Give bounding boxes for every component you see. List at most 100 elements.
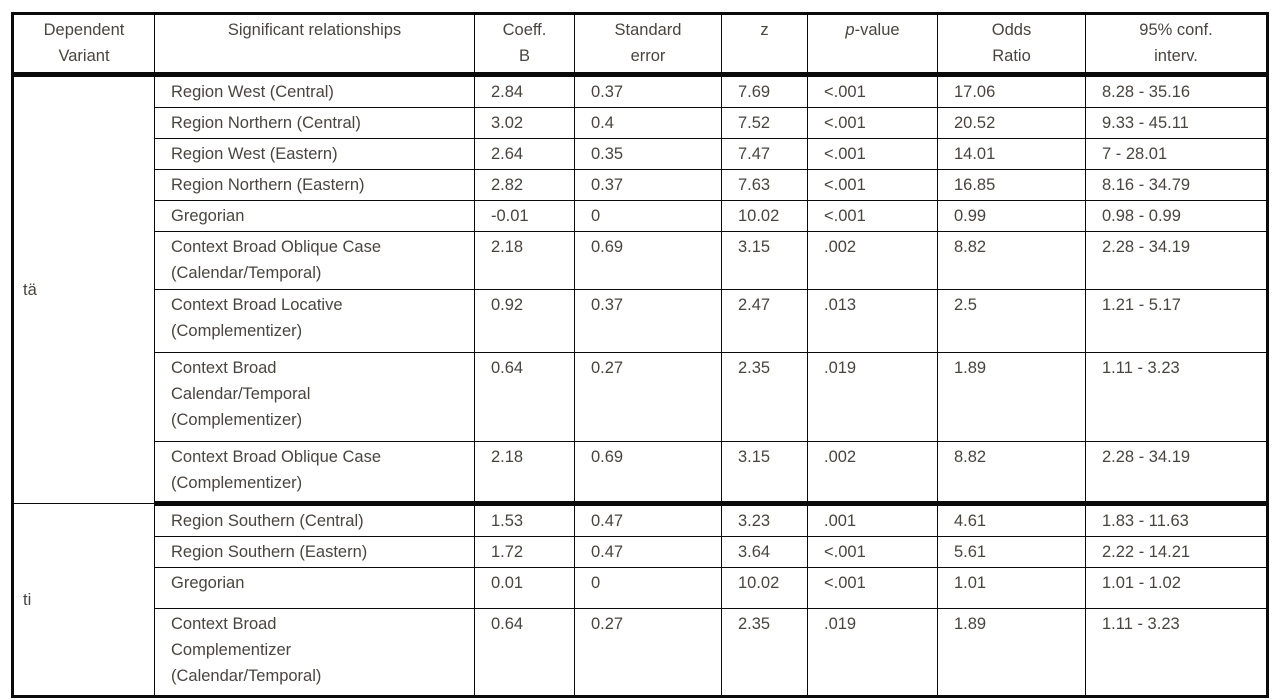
table-row: Region Northern (Eastern) 2.82 0.37 7.63… [13,169,1268,201]
cell-odds-ratio: 2.5 [937,289,1086,353]
cell-odds-ratio: 1.01 [937,567,1086,609]
variant-label-ti: ti [12,503,155,697]
cell-conf-interv: 1.11 - 3.23 [1085,352,1268,442]
cell-z: 3.23 [721,503,808,537]
cell-standard-error: 0 [574,200,722,232]
cell-z: 7.52 [721,107,808,139]
col-header-odds-ratio: Odds Ratio [937,13,1086,77]
cell-conf-interv: 2.22 - 14.21 [1085,536,1268,568]
cell-relationship: Region Southern (Eastern) [154,536,475,568]
cell-coeff-b: 0.01 [474,567,575,609]
cell-conf-interv: 1.01 - 1.02 [1085,567,1268,609]
cell-conf-interv: 8.16 - 34.79 [1085,169,1268,201]
col-header-dependent-variant: Dependent Variant [12,13,155,77]
cell-p-value: <.001 [807,567,938,609]
cell-standard-error: 0.4 [574,107,722,139]
table-row: Gregorian -0.01 0 10.02 <.001 0.99 0.98 … [13,200,1268,232]
table-row: Region Northern (Central) 3.02 0.4 7.52 … [13,107,1268,139]
cell-relationship: Region Northern (Central) [154,107,475,139]
cell-standard-error: 0.37 [574,74,722,108]
p-value-rest: -value [854,21,900,39]
col-header-z: z [721,13,808,77]
cell-standard-error: 0.69 [574,231,722,290]
cell-coeff-b: 2.82 [474,169,575,201]
cell-z: 2.47 [721,289,808,353]
cell-conf-interv: 8.28 - 35.16 [1085,74,1268,108]
cell-standard-error: 0.47 [574,503,722,537]
cell-standard-error: 0.35 [574,138,722,170]
table-row: Context Broad Oblique Case (Complementiz… [13,441,1268,506]
col-header-coeff-b: Coeff. B [474,13,575,77]
cell-coeff-b: 2.84 [474,74,575,108]
cell-p-value: <.001 [807,169,938,201]
cell-p-value: <.001 [807,200,938,232]
cell-standard-error: 0.37 [574,169,722,201]
col-header-significant-relationships: Significant relationships [154,13,475,77]
section-ti: ti Region Southern (Central) 1.53 0.47 3… [12,503,1268,697]
cell-relationship: Region Southern (Central) [154,503,475,537]
cell-z: 3.64 [721,536,808,568]
cell-p-value: <.001 [807,107,938,139]
cell-p-value: .001 [807,503,938,537]
cell-p-value: <.001 [807,138,938,170]
cell-relationship: Gregorian [154,567,475,609]
table-row: Region West (Eastern) 2.64 0.35 7.47 <.0… [13,138,1268,170]
cell-coeff-b: 0.92 [474,289,575,353]
cell-relationship: Region Northern (Eastern) [154,169,475,201]
cell-z: 7.47 [721,138,808,170]
col-header-conf-interv: 95% conf. interv. [1085,13,1268,77]
cell-odds-ratio: 5.61 [937,536,1086,568]
cell-relationship: Context Broad Oblique Case (Complementiz… [154,441,475,506]
cell-p-value: .002 [807,231,938,290]
cell-odds-ratio: 8.82 [937,231,1086,290]
cell-standard-error: 0 [574,567,722,609]
table-header: Dependent Variant Significant relationsh… [12,13,1268,77]
cell-z: 2.35 [721,608,808,697]
cell-odds-ratio: 17.06 [937,74,1086,108]
col-header-p-value: p-value [807,13,938,77]
cell-odds-ratio: 8.82 [937,441,1086,506]
cell-conf-interv: 1.21 - 5.17 [1085,289,1268,353]
cell-conf-interv: 1.83 - 11.63 [1085,503,1268,537]
cell-coeff-b: 2.18 [474,231,575,290]
cell-coeff-b: 0.64 [474,352,575,442]
cell-relationship: Context Broad Locative (Complementizer) [154,289,475,353]
cell-odds-ratio: 16.85 [937,169,1086,201]
header-row: Dependent Variant Significant relationsh… [12,13,1268,77]
cell-coeff-b: 0.64 [474,608,575,697]
cell-conf-interv: 9.33 - 45.11 [1085,107,1268,139]
cell-z: 7.69 [721,74,808,108]
cell-conf-interv: 1.11 - 3.23 [1085,608,1268,697]
cell-z: 10.02 [721,567,808,609]
cell-p-value: <.001 [807,74,938,108]
table-row: ti Region Southern (Central) 1.53 0.47 3… [12,503,1268,697]
cell-coeff-b: 3.02 [474,107,575,139]
cell-z: 3.15 [721,231,808,290]
cell-standard-error: 0.27 [574,608,722,697]
cell-p-value: <.001 [807,536,938,568]
cell-coeff-b: 2.64 [474,138,575,170]
table-row: Context Broad Complementizer (Calendar/T… [13,608,1268,697]
cell-conf-interv: 2.28 - 34.19 [1085,441,1268,506]
cell-z: 7.63 [721,169,808,201]
cell-standard-error: 0.47 [574,536,722,568]
cell-standard-error: 0.69 [574,441,722,506]
cell-p-value: .013 [807,289,938,353]
results-table: Dependent Variant Significant relationsh… [11,12,1269,698]
cell-relationship: Region West (Eastern) [154,138,475,170]
cell-odds-ratio: 4.61 [937,503,1086,537]
cell-coeff-b: 2.18 [474,441,575,506]
cell-conf-interv: 2.28 - 34.19 [1085,231,1268,290]
cell-relationship: Context Broad Complementizer (Calendar/T… [154,608,475,697]
cell-relationship: Region West (Central) [154,74,475,108]
cell-p-value: .019 [807,608,938,697]
cell-conf-interv: 0.98 - 0.99 [1085,200,1268,232]
cell-relationship: Context Broad Oblique Case (Calendar/Tem… [154,231,475,290]
table-row: Context Broad Locative (Complementizer) … [13,289,1268,353]
table-row: Context Broad Calendar/Temporal (Complem… [13,352,1268,442]
table-row: tä Region West (Central) 2.84 0.37 7.69 … [12,74,1268,504]
p-value-italic-p: p [845,21,855,39]
cell-relationship: Context Broad Calendar/Temporal (Complem… [154,352,475,442]
cell-conf-interv: 7 - 28.01 [1085,138,1268,170]
